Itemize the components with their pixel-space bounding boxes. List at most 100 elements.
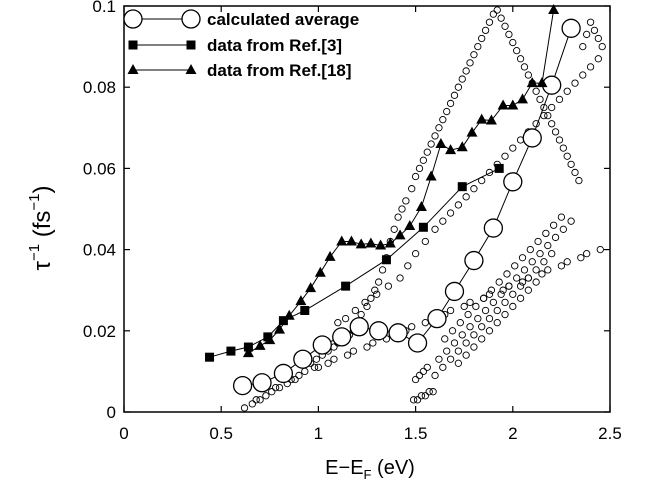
data-point-triangle — [536, 77, 548, 88]
data-point-open-circle-small — [509, 290, 517, 298]
data-point-open-circle-small — [394, 213, 402, 221]
data-point-open-circle-small — [262, 392, 270, 400]
data-point-triangle — [526, 77, 538, 88]
data-point-open-circle-small — [462, 339, 470, 347]
data-point-open-circle-small — [540, 103, 548, 112]
x-axis-title-subscript: F — [364, 467, 372, 482]
data-point-open-circle-small — [557, 213, 566, 221]
data-point-open-circle-small — [509, 302, 517, 311]
data-point-open-circle-large — [522, 128, 542, 148]
data-point-open-circle-small — [351, 306, 359, 315]
data-point-open-circle-large — [388, 323, 408, 343]
data-point-open-circle-small — [456, 319, 464, 327]
data-point-open-circle-small — [516, 282, 525, 290]
data-point-open-circle-small — [423, 148, 431, 156]
data-point-open-circle-small — [248, 400, 256, 408]
data-point-open-circle-small — [520, 266, 529, 274]
y-tick-label: 0.06 — [83, 159, 116, 178]
data-point-open-circle-small — [454, 83, 463, 91]
data-point-open-circle-small — [559, 225, 567, 233]
data-point-open-circle-small — [275, 383, 284, 392]
data-point-open-circle-small — [439, 217, 447, 225]
data-point-open-circle-small — [485, 290, 494, 298]
data-point-open-circle-small — [596, 245, 604, 254]
data-point-open-circle-small — [413, 396, 422, 404]
y-tick-label: 0.02 — [83, 322, 116, 341]
data-point-open-circle-small — [349, 347, 358, 355]
data-point-open-circle-small — [534, 237, 542, 246]
data-point-open-circle-small — [544, 241, 552, 250]
data-point-open-circle-small — [369, 339, 377, 347]
data-point-open-circle-small — [516, 294, 525, 302]
legend-label: calculated average — [207, 10, 359, 29]
data-point-open-circle-small — [446, 99, 455, 108]
data-point-open-circle-small — [268, 388, 276, 396]
data-point-open-circle-small — [408, 323, 416, 331]
data-point-open-circle-large — [444, 281, 465, 302]
data-point-open-circle-small — [378, 266, 387, 274]
data-point-open-circle-small — [479, 294, 488, 302]
data-point-open-circle-small — [421, 392, 429, 400]
data-point-open-circle-small — [429, 388, 437, 396]
data-point-open-circle-large — [503, 172, 523, 192]
data-point-open-circle-small — [448, 327, 457, 335]
data-point-open-circle-large — [273, 363, 294, 384]
data-point-open-circle-small — [334, 319, 342, 327]
y-axis-title-symbol: τ — [29, 261, 56, 271]
data-point-triangle — [435, 138, 447, 149]
data-point-open-circle-small — [361, 298, 369, 307]
series-markers-layer — [205, 4, 581, 396]
y-tick-label: 0.1 — [92, 0, 116, 16]
data-point-open-circle-small — [544, 266, 552, 274]
data-point-open-circle-large — [561, 18, 581, 38]
data-point-open-circle-small — [594, 55, 602, 63]
data-point-open-circle-small — [501, 298, 509, 307]
data-point-square — [381, 255, 391, 265]
data-point-open-circle-small — [505, 282, 513, 290]
y-tick-label: 0.08 — [83, 78, 116, 97]
data-point-open-circle-small — [367, 294, 375, 302]
data-point-open-circle-small — [511, 262, 519, 270]
data-point-open-circle-small — [563, 258, 571, 266]
data-point-open-circle-small — [567, 160, 575, 168]
data-point-open-circle-small — [485, 314, 494, 323]
x-tick-label: 2 — [508, 424, 517, 443]
data-point-open-circle-small — [499, 286, 507, 294]
data-point-open-circle-small — [503, 270, 511, 278]
x-tick-label: 0 — [119, 424, 128, 443]
data-point-open-circle-small — [594, 34, 602, 43]
data-point-open-circle-small — [509, 144, 517, 152]
data-point-open-circle-small — [431, 371, 439, 380]
data-point-open-circle-small — [419, 367, 428, 376]
data-point-open-circle-small — [549, 221, 558, 229]
data-point-open-circle-small — [520, 63, 529, 71]
data-point-open-circle-large — [464, 250, 484, 271]
data-point-open-circle-small — [446, 355, 455, 363]
data-point-open-circle-small — [464, 310, 472, 319]
data-point-open-circle-small — [472, 302, 480, 311]
data-point-open-circle-small — [481, 306, 490, 315]
data-point-open-circle-large — [293, 349, 313, 369]
data-point-open-circle-small — [462, 67, 470, 75]
legend-label: data from Ref.[18] — [207, 61, 352, 80]
data-point-open-circle-small — [411, 172, 420, 181]
data-point-open-circle-small — [470, 51, 478, 59]
x-tick-label: 2.5 — [598, 424, 622, 443]
data-point-open-circle-small — [396, 274, 404, 282]
data-point-open-circle-small — [528, 258, 536, 266]
data-point-open-circle-small — [411, 250, 420, 258]
data-point-open-circle-small — [419, 156, 428, 164]
data-point-triangle — [375, 239, 387, 250]
legend-marker-end — [181, 9, 201, 29]
data-point-open-circle-small — [415, 371, 424, 380]
y-axis-title-close-paren: ) — [29, 185, 56, 193]
data-point-open-circle-small — [586, 63, 595, 71]
x-tick-label: 0.5 — [209, 424, 233, 443]
data-point-triangle — [254, 339, 266, 350]
data-point-open-circle-small — [598, 42, 606, 51]
data-point-open-circle-small — [518, 254, 527, 262]
data-point-open-circle-small — [435, 355, 443, 363]
data-point-open-circle-small — [493, 306, 501, 315]
data-point-open-circle-small — [495, 278, 503, 286]
